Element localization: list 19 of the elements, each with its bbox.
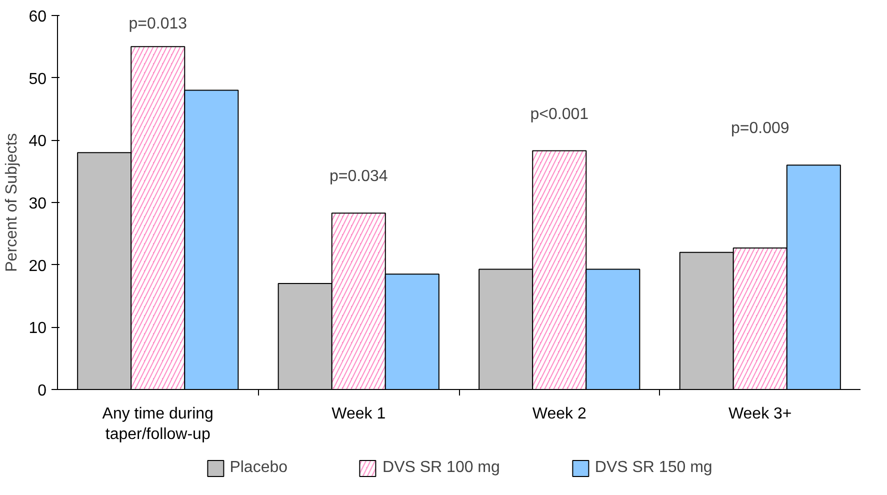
- x-tick-label: Any time during taper/follow-up: [102, 406, 214, 443]
- x-tick-label: Week 3+: [728, 406, 792, 422]
- y-tick-label: 0: [38, 382, 47, 400]
- y-tick-label: 40: [28, 133, 47, 150]
- x-tick-label: Week 2: [532, 406, 586, 422]
- legend-label: DVS SR 100 mg: [382, 458, 500, 476]
- annotation: p=0.009: [730, 120, 790, 138]
- x-tick-label: Week 1: [332, 406, 386, 422]
- y-tick-label: 10: [28, 320, 47, 338]
- legend-label: Placebo: [230, 458, 288, 476]
- annotation: p=0.013: [128, 16, 188, 32]
- legend-label: DVS SR 150 mg: [594, 458, 712, 476]
- y-tick-label: 50: [28, 70, 47, 88]
- annotation: p<0.001: [530, 106, 589, 123]
- y-tick-label: 20: [28, 258, 47, 275]
- y-axis-title: Percent of Subjects: [4, 133, 21, 272]
- y-tick-label: 30: [28, 196, 47, 212]
- y-tick-label: 60: [28, 8, 47, 26]
- annotation: p=0.034: [329, 168, 388, 186]
